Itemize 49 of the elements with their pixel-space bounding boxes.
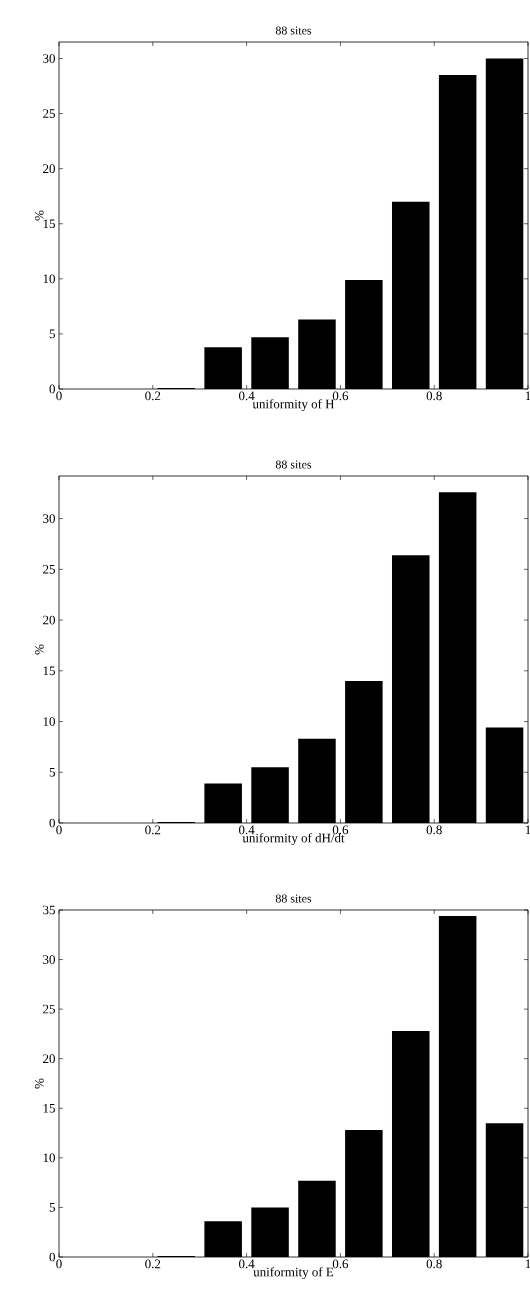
x-tick-label: 0.4 [239,825,255,835]
y-axis-title: % [34,1078,44,1089]
y-tick-label: 5 [49,767,55,777]
y-tick-label: 20 [43,615,55,625]
x-axis-title: uniformity of dH/dt [242,833,345,846]
x-tick-label: 0.2 [145,825,161,835]
x-tick-label: 0.6 [332,1259,349,1269]
x-tick-label: 0.6 [332,825,349,835]
y-tick-label: 35 [43,905,55,915]
x-axis-title: uniformity of H [252,399,335,412]
x-tick-label: 0.6 [332,391,349,401]
x-tick-label: 0 [56,391,62,401]
y-tick-label: 30 [43,514,55,523]
x-tick-label: 0 [56,825,62,835]
y-tick-label: 0 [49,818,55,828]
y-tick-label: 15 [43,1103,55,1113]
y-tick-label: 0 [49,384,55,394]
x-tick-label: 1 [525,825,530,835]
x-tick-label: 0.2 [145,1259,161,1269]
y-tick-label: 30 [43,54,55,63]
x-tick-label: 1 [525,391,530,401]
chart-title: 88 sites [275,894,312,903]
x-tick-label: 0.4 [239,391,255,401]
y-axis-title: % [34,644,44,655]
y-tick-label: 5 [49,1203,55,1212]
y-tick-label: 25 [43,1004,55,1014]
y-tick-label: 0 [49,1252,55,1262]
y-axis-title: % [34,210,44,221]
y-tick-label: 15 [43,666,55,676]
x-tick-label: 0 [56,1259,62,1269]
y-tick-label: 10 [43,1153,55,1163]
x-axis-title: uniformity of E [253,1267,334,1280]
x-tick-label: 0.8 [426,825,442,835]
y-tick-label: 25 [43,564,55,574]
x-tick-label: 1 [525,1259,530,1269]
y-tick-label: 10 [43,274,55,284]
x-tick-label: 0.8 [426,1259,442,1269]
y-tick-label: 30 [43,955,55,964]
y-tick-label: 20 [43,1054,55,1064]
x-tick-label: 0.8 [426,391,442,401]
chart-title: 88 sites [275,26,312,35]
chart-title: 88 sites [275,460,312,469]
y-tick-label: 20 [43,164,55,174]
y-tick-label: 10 [43,717,55,726]
x-tick-label: 0.4 [239,1259,255,1269]
y-tick-label: 5 [49,329,55,339]
x-tick-label: 0.2 [145,391,161,401]
y-tick-label: 15 [43,219,55,229]
y-tick-label: 25 [43,109,55,118]
